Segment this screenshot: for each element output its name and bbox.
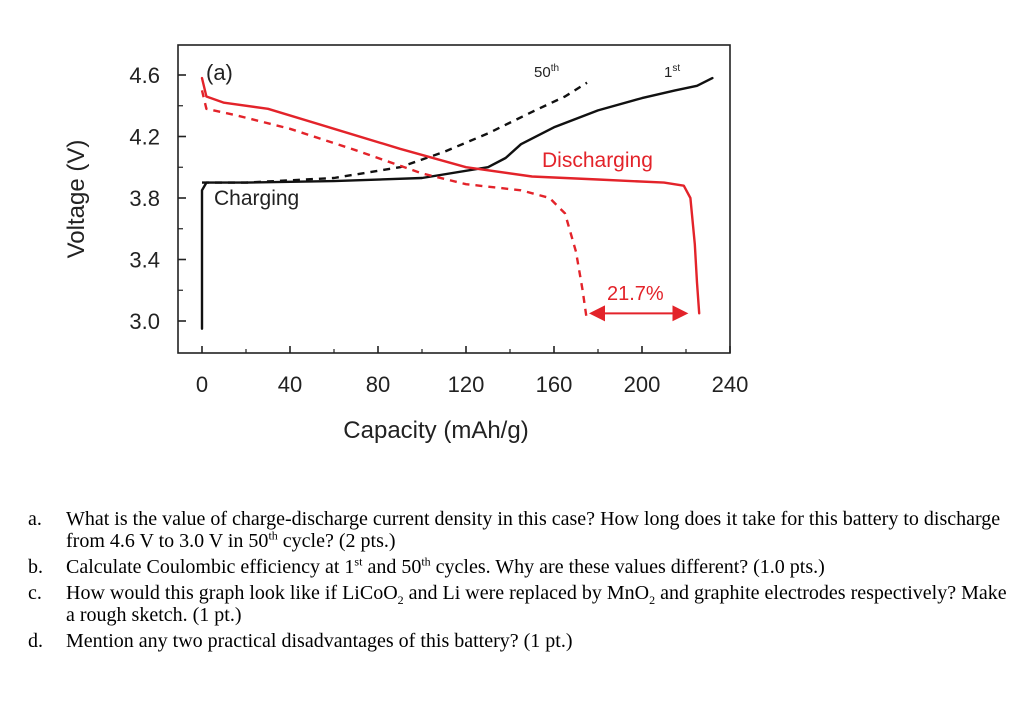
x-tick-label: 0 <box>196 372 208 397</box>
question-text: Calculate Coulombic efficiency at 1st an… <box>66 554 1018 578</box>
x-tick-label: 240 <box>712 372 749 397</box>
y-tick-label: 4.6 <box>129 63 160 88</box>
y-tick-label: 3.0 <box>129 309 160 334</box>
question-text-part: st <box>354 554 363 569</box>
question-letter: b. <box>28 556 43 578</box>
charging-label: Charging <box>214 187 299 210</box>
label-50th-cycle: 50th <box>534 63 559 81</box>
question-letter: d. <box>28 630 43 652</box>
question-text-part: Mention any two practical disadvantages … <box>66 630 573 652</box>
x-tick-label: 200 <box>624 372 661 397</box>
x-tick-label: 40 <box>278 372 302 397</box>
discharging-label: Discharging <box>542 149 653 172</box>
y-axis-label: Voltage (V) <box>63 140 90 259</box>
series-line-1st-discharge <box>200 76 701 315</box>
panel-label: (a) <box>206 60 233 85</box>
question-text-part: Calculate Coulombic efficiency at 1 <box>66 556 355 578</box>
capacity-loss-label: 21.7% <box>607 283 664 305</box>
x-axis-label: Capacity (mAh/g) <box>343 417 528 444</box>
question-text-part: 2 <box>649 593 656 607</box>
question-list: a. What is the value of charge-discharge … <box>28 508 1018 656</box>
question-text-part: cycles. Why are these values different? … <box>430 556 825 578</box>
question-item: a. What is the value of charge-discharge … <box>28 508 1018 552</box>
series-line-50th-charge <box>202 81 588 184</box>
question-item: d. Mention any two practical disadvantage… <box>28 630 1018 652</box>
question-item: c. How would this graph look like if LiCo… <box>28 582 1018 626</box>
question-text-part: th <box>421 554 431 569</box>
question-letter: a. <box>28 508 42 530</box>
question-letter: c. <box>28 582 42 604</box>
question-text: How would this graph look like if LiCoO2… <box>66 582 1018 626</box>
chart-figure: 0 40 80 120 160 200 240 4.6 4.2 3.8 3.4 3.0 50th 1st… <box>63 44 749 444</box>
x-tick-label: 120 <box>448 372 485 397</box>
y-tick-label: 3.8 <box>129 186 160 211</box>
question-text-part: th <box>268 528 278 543</box>
y-tick-label: 4.2 <box>129 125 160 150</box>
question-text-part: cycle? (2 pts.) <box>277 530 396 552</box>
y-tick-label: 3.4 <box>129 248 160 273</box>
question-text-part: How would this graph look like if LiCoO <box>66 582 398 604</box>
question-text-part: and 50 <box>362 556 422 578</box>
question-text-part: and Li were replaced by MnO <box>403 582 650 604</box>
question-text-part: 2 <box>397 593 404 607</box>
question-text: Mention any two practical disadvantages … <box>66 630 1018 652</box>
voltage-capacity-chart: 0 40 80 120 160 200 240 4.6 4.2 3.8 3.4 3.0 50th 1st… <box>63 44 749 444</box>
question-text: What is the value of charge-discharge cu… <box>66 508 1018 552</box>
plot-frame <box>177 44 731 354</box>
question-text-part: and graphite electrodes respectively? Ma… <box>66 582 1007 626</box>
series-line-50th-discharge <box>200 90 589 322</box>
question-text-part: What is the value of charge-discharge cu… <box>66 508 1001 552</box>
x-tick-label: 80 <box>366 372 390 397</box>
question-item: b. Calculate Coulombic efficiency at 1st … <box>28 554 1018 578</box>
label-1st-cycle: 1st <box>664 63 680 81</box>
x-tick-label: 160 <box>536 372 573 397</box>
